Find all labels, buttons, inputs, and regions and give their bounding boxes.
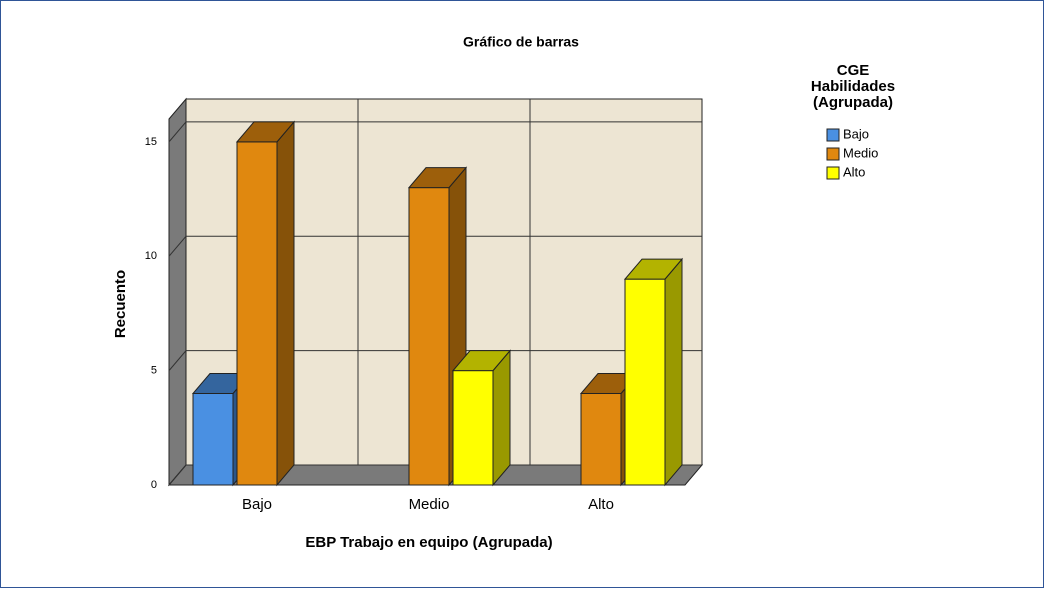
bar-front — [624, 278, 666, 486]
y-tick-label: 10 — [145, 250, 157, 262]
y-tick-label: 5 — [151, 365, 157, 377]
bar-side — [492, 349, 511, 487]
x-tick-label: Bajo — [242, 496, 272, 513]
x-tick-label: Alto — [588, 496, 614, 513]
legend-title: Habilidades — [811, 78, 895, 95]
bar — [623, 257, 684, 487]
bar — [235, 120, 296, 487]
bar-side — [664, 257, 683, 487]
y-tick-label: 0 — [151, 479, 157, 491]
bar-top — [407, 167, 468, 189]
bar-front — [580, 393, 622, 486]
bar-top — [235, 121, 296, 143]
y-axis-label: Recuento — [112, 270, 129, 338]
legend-title: (Agrupada) — [813, 94, 893, 111]
bar-front — [452, 370, 494, 486]
grid-line — [168, 121, 702, 143]
grid-line — [168, 464, 702, 486]
bar — [451, 349, 512, 487]
legend-label: Alto — [843, 164, 865, 179]
legend-swatch — [826, 147, 840, 161]
grid-line — [168, 350, 702, 371]
legend-label: Bajo — [843, 126, 869, 141]
y-tick-label: 15 — [145, 136, 157, 148]
x-axis-label: EBP Trabajo en equipo (Agrupada) — [305, 534, 552, 551]
bar-front — [192, 393, 234, 486]
legend-swatch — [826, 128, 840, 142]
bar-side — [276, 120, 295, 487]
legend-title: CGE — [837, 62, 870, 79]
bar-top — [623, 258, 684, 280]
grid-line — [168, 235, 702, 257]
chart-title: Gráfico de barras — [463, 34, 579, 50]
legend-swatch — [826, 166, 840, 180]
bar-front — [236, 141, 278, 486]
legend-label: Medio — [843, 145, 878, 160]
x-tick-label: Medio — [409, 496, 450, 513]
bar-front — [408, 187, 450, 486]
side-wall — [168, 97, 187, 487]
bar-top — [451, 350, 512, 372]
